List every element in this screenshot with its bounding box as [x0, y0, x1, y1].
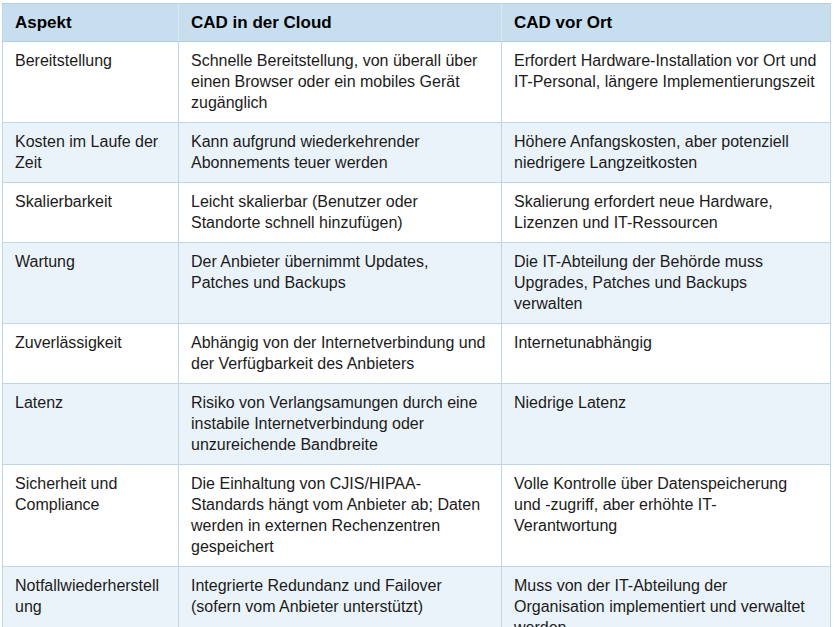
table-row-wartung: Wartung Der Anbieter übernimmt Updates, …: [3, 243, 831, 324]
aspect-cell: Kosten im Laufe der Zeit: [3, 123, 179, 183]
header-cell-aspekt: Aspekt: [3, 4, 179, 42]
onprem-cell: Die IT-Abteilung der Behörde muss Upgrad…: [502, 243, 831, 324]
cloud-cell: Der Anbieter übernimmt Updates, Patches …: [179, 243, 502, 324]
table-row-zuverlaessigkeit: Zuverlässigkeit Abhängig von der Interne…: [3, 324, 831, 384]
table-row-bereitstellung: Bereitstellung Schnelle Bereitstellung, …: [3, 42, 831, 123]
onprem-cell: Niedrige Latenz: [502, 384, 831, 465]
aspect-cell: Wartung: [3, 243, 179, 324]
aspect-cell: Sicherheit und Compliance: [3, 465, 179, 567]
cloud-cell: Leicht skalierbar (Benutzer oder Standor…: [179, 183, 502, 243]
cloud-cell: Risiko von Verlangsamungen durch eine in…: [179, 384, 502, 465]
cloud-cell: Abhängig von der Internetverbindung und …: [179, 324, 502, 384]
header-cell-cad-vor-ort: CAD vor Ort: [502, 4, 831, 42]
onprem-cell: Volle Kontrolle über Datenspeicherung un…: [502, 465, 831, 567]
table-row-sicherheit-compliance: Sicherheit und Compliance Die Einhaltung…: [3, 465, 831, 567]
table-row-skalierbarkeit: Skalierbarkeit Leicht skalierbar (Benutz…: [3, 183, 831, 243]
aspect-cell: Zuverlässigkeit: [3, 324, 179, 384]
onprem-cell: Höhere Anfangskosten, aber potenziell ni…: [502, 123, 831, 183]
cloud-cell: Schnelle Bereitstellung, von überall übe…: [179, 42, 502, 123]
aspect-cell: Notfallwiederherstellung: [3, 567, 179, 627]
onprem-cell: Erfordert Hardware-Installation vor Ort …: [502, 42, 831, 123]
table-row-kosten: Kosten im Laufe der Zeit Kann aufgrund w…: [3, 123, 831, 183]
cloud-cell: Die Einhaltung von CJIS/HIPAA-Standards …: [179, 465, 502, 567]
cloud-cell: Kann aufgrund wiederkehrender Abonnement…: [179, 123, 502, 183]
aspect-cell: Bereitstellung: [3, 42, 179, 123]
aspect-cell: Skalierbarkeit: [3, 183, 179, 243]
table-row-latenz: Latenz Risiko von Verlangsamungen durch …: [3, 384, 831, 465]
header-cell-cad-cloud: CAD in der Cloud: [179, 4, 502, 42]
cloud-cell: Integrierte Redundanz und Failover (sofe…: [179, 567, 502, 627]
table-row-notfallwiederherstellung: Notfallwiederherstellung Integrierte Red…: [3, 567, 831, 627]
cloud-vs-onprem-comparison-table: Aspekt CAD in der Cloud CAD vor Ort Bere…: [2, 3, 831, 627]
onprem-cell: Internetunabhängig: [502, 324, 831, 384]
table-header-row: Aspekt CAD in der Cloud CAD vor Ort: [3, 4, 831, 42]
aspect-cell: Latenz: [3, 384, 179, 465]
comparison-table-container: Aspekt CAD in der Cloud CAD vor Ort Bere…: [2, 3, 830, 627]
onprem-cell: Skalierung erfordert neue Hardware, Lize…: [502, 183, 831, 243]
onprem-cell: Muss von der IT-Abteilung der Organisati…: [502, 567, 831, 627]
